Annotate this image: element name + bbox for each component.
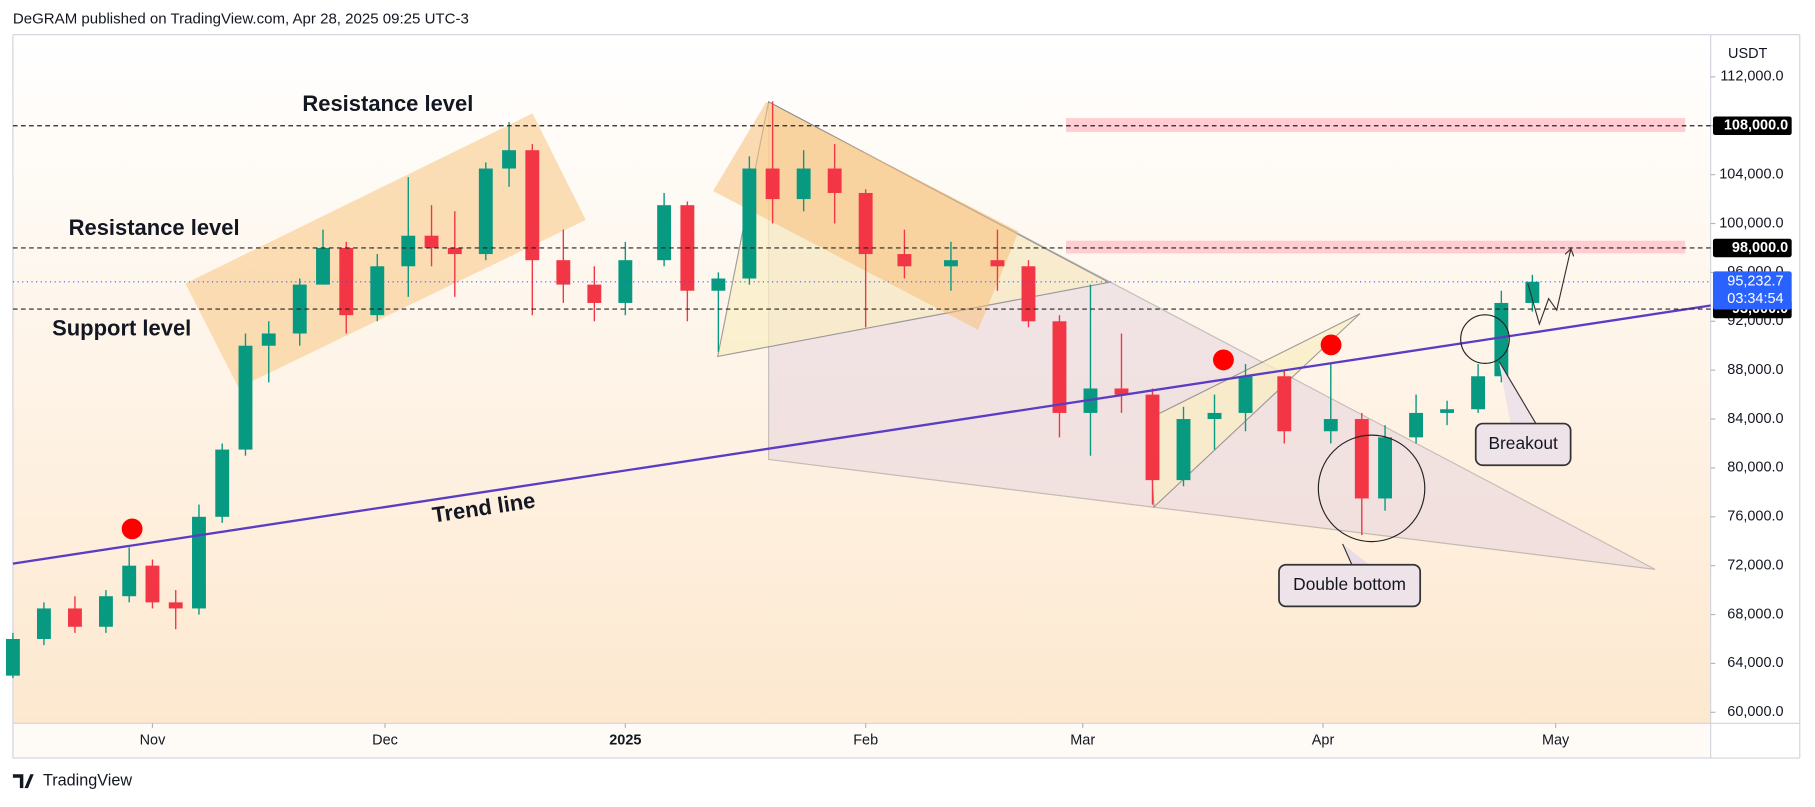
countdown: 03:34:54 <box>1727 291 1783 307</box>
candle-body <box>657 205 672 261</box>
callout-text: Breakout <box>1488 433 1558 453</box>
candle-body <box>478 168 493 255</box>
annotation: Resistance level <box>69 215 240 240</box>
candle-body <box>122 565 137 597</box>
touch-dot <box>1320 334 1342 356</box>
brand: TradingView <box>43 771 132 789</box>
candle-body <box>525 150 540 261</box>
y-tick-label: 72,000.0 <box>1727 557 1783 573</box>
last-price-bg <box>1712 271 1792 310</box>
callout <box>1474 422 1572 467</box>
candle-body <box>261 333 276 346</box>
zone <box>1066 118 1686 132</box>
callout <box>1278 563 1422 608</box>
projection <box>1527 250 1571 326</box>
header: DeGRAM published on TradingView.com, Apr… <box>13 11 469 28</box>
y-tick-label: 104,000.0 <box>1719 166 1783 182</box>
candle-body <box>1471 376 1486 410</box>
candle-body <box>1378 437 1393 499</box>
circle <box>1460 314 1510 364</box>
candle-body <box>36 608 51 639</box>
x-tick-label: Apr <box>1312 732 1335 748</box>
candle-body <box>238 345 253 450</box>
candle-body <box>587 284 602 303</box>
touch-dot <box>1213 349 1234 371</box>
y-tick-label: 80,000.0 <box>1727 460 1783 476</box>
brand-logo <box>12 774 34 789</box>
candle-body <box>1409 412 1424 438</box>
candle-body <box>502 150 517 169</box>
annotation: Resistance level <box>302 91 473 116</box>
y-tick-label: 88,000.0 <box>1727 362 1783 378</box>
candle-body <box>711 278 726 291</box>
y-tick-label: 64,000.0 <box>1727 655 1783 671</box>
y-tick-label: 60,000.0 <box>1727 704 1783 720</box>
candle-body <box>5 638 20 676</box>
candle-body <box>858 192 873 255</box>
candle-body <box>447 247 462 255</box>
candle-body <box>1052 321 1067 413</box>
level-label: 98,000.0 <box>1732 240 1788 256</box>
candle-body <box>1238 376 1253 413</box>
level-label-bg <box>1712 116 1792 136</box>
y-tick-label: 100,000.0 <box>1719 215 1783 231</box>
candle-body <box>1323 419 1338 432</box>
y-tick-label: 112,000.0 <box>1720 69 1783 85</box>
candle-body <box>742 168 757 279</box>
candle-body <box>990 260 1005 267</box>
candle-body <box>1354 419 1369 499</box>
x-tick-label: May <box>1542 732 1570 748</box>
candle-body <box>168 602 183 609</box>
candle-body <box>401 235 416 267</box>
candle-body <box>796 168 811 200</box>
x-tick-label: Mar <box>1070 732 1095 748</box>
x-tick-label: Dec <box>372 732 398 748</box>
candle-body <box>1207 412 1222 420</box>
last-price-label: 95,232.7 <box>1727 274 1783 290</box>
candle-body <box>556 260 571 285</box>
candle-body <box>192 516 206 609</box>
candle-body <box>67 608 82 627</box>
candle-body <box>827 168 842 193</box>
trend-line <box>12 304 1711 565</box>
candle-body <box>943 260 958 267</box>
zone <box>1066 240 1686 254</box>
touch-dot <box>121 518 143 540</box>
candle-body <box>1176 419 1191 481</box>
candle-body <box>145 565 160 603</box>
x-axis-area <box>12 723 1711 759</box>
y-tick-label: 68,000.0 <box>1727 606 1783 622</box>
candle-body <box>618 260 633 303</box>
candle-body <box>1114 388 1129 395</box>
candle-body <box>1145 394 1160 481</box>
currency: USDT <box>1728 46 1768 62</box>
candle-body <box>215 449 230 517</box>
candle-body <box>1021 266 1036 322</box>
axes: USDT Nov Dec 2025 Feb Mar Apr May 60,000.0 64,00… <box>140 46 1792 748</box>
candle-body <box>1494 302 1509 377</box>
candle-body <box>897 254 912 267</box>
candle-body <box>370 266 385 316</box>
x-tick-label: Nov <box>140 732 166 748</box>
overlays: Resistance level Resistance level Suppor… <box>12 91 1711 608</box>
candle-body <box>99 596 113 627</box>
drawings <box>185 100 1686 570</box>
candle-body <box>316 247 330 285</box>
level-label: 108,000.0 <box>1724 118 1788 134</box>
callout-text: Double bottom <box>1293 574 1406 594</box>
candle-body <box>765 168 780 200</box>
y-tick-label: 84,000.0 <box>1727 411 1783 427</box>
y-tick-label: 76,000.0 <box>1727 509 1783 525</box>
candle-body <box>1277 376 1292 432</box>
x-tick-label: Feb <box>853 732 878 748</box>
candle-body <box>1440 409 1455 413</box>
x-tick-label: 2025 <box>609 732 641 748</box>
level-label-bg <box>1712 238 1792 258</box>
circle <box>1317 434 1426 543</box>
annotation: Support level <box>52 316 191 341</box>
candle-body <box>424 235 439 248</box>
